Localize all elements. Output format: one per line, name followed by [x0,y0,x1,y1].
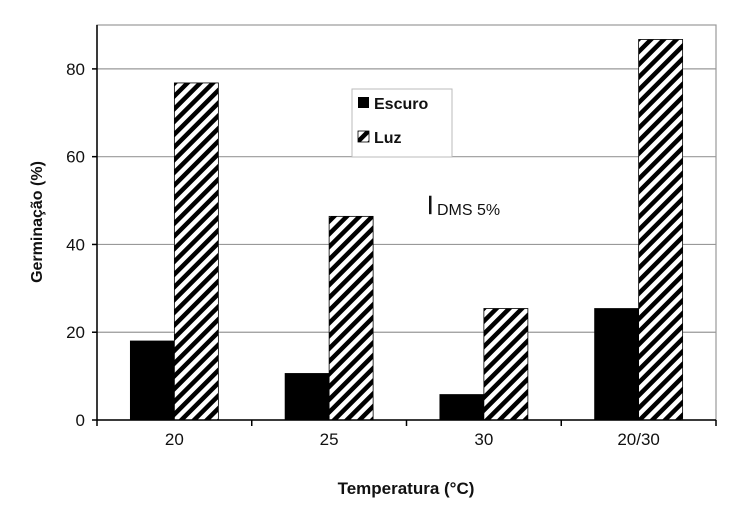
bar-escuro-30 [439,394,485,421]
x-tick-label: 25 [320,430,339,449]
y-tick-labels: 0 20 40 60 80 [66,60,85,430]
x-tick-labels: 20 25 30 20/30 [165,430,660,449]
y-tick-label: 60 [66,148,85,167]
dms-bar [429,195,432,215]
bar-luz-30 [483,308,529,421]
y-tick-label: 40 [66,235,85,254]
y-tick-label: 0 [76,411,85,430]
bar-luz-20-30 [638,39,684,421]
x-tick-label: 20 [165,430,184,449]
dms-annotation: DMS 5% [429,195,500,219]
x-tick-label: 30 [474,430,493,449]
bar-luz-20 [173,82,219,421]
x-axis-label: Temperatura (°C) [338,479,475,498]
y-axis-label: Germinação (%) [29,161,46,283]
legend-label-escuro: Escuro [374,96,428,113]
y-tick-label: 80 [66,60,85,79]
bar-escuro-25 [284,373,330,421]
bar-luz-25 [328,215,374,421]
legend-label-luz: Luz [374,130,402,147]
bar-escuro-20 [129,340,175,421]
bars [129,39,684,421]
legend-swatch-luz [357,130,370,143]
dms-label: DMS 5% [437,202,500,219]
legend: Escuro Luz [351,88,453,158]
bar-escuro-20-30 [594,308,640,421]
legend-swatch-escuro [358,97,369,108]
x-tick-label: 20/30 [617,430,660,449]
y-tick-label: 20 [66,323,85,342]
axes [92,25,717,426]
